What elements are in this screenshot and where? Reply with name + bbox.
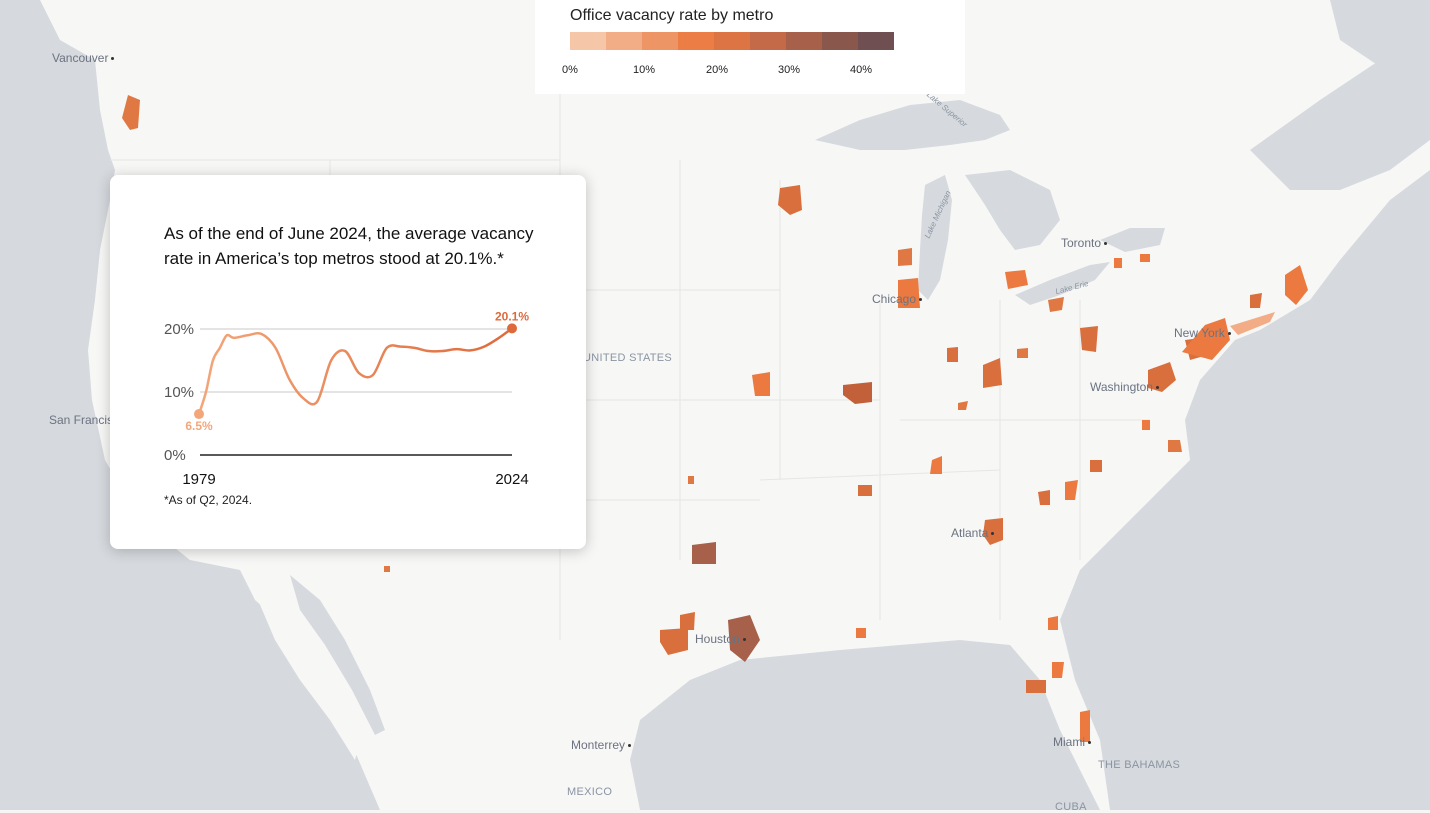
x-tick-end: 2024 xyxy=(495,471,528,488)
end-point[interactable] xyxy=(507,323,517,334)
city-label-houston: Houston xyxy=(695,632,746,646)
metro-long-island[interactable] xyxy=(1230,312,1275,335)
metro-new-orleans[interactable] xyxy=(856,628,866,638)
legend-swatch-8 xyxy=(858,32,894,50)
metro-boston[interactable] xyxy=(1285,265,1308,305)
region-label-mexico: MEXICO xyxy=(567,786,613,798)
metro-phoenix[interactable] xyxy=(384,566,390,572)
lake-ontario xyxy=(1100,228,1165,252)
metro-detroit[interactable] xyxy=(1005,270,1028,289)
city-label-washington: Washington xyxy=(1090,380,1159,394)
metro-buffalo[interactable] xyxy=(1114,258,1122,268)
card-headline: As of the end of June 2024, the average … xyxy=(164,224,534,268)
gulf-of-st-lawrence xyxy=(1250,40,1430,190)
lake-superior xyxy=(815,100,1010,150)
city-label-chicago: Chicago xyxy=(872,292,923,306)
metro-nashville[interactable] xyxy=(930,456,942,474)
legend-title: Office vacancy rate by metro xyxy=(570,7,774,24)
info-card: As of the end of June 2024, the average … xyxy=(110,175,586,549)
metro-new-york[interactable] xyxy=(1182,318,1230,360)
metro-st-louis[interactable] xyxy=(843,382,872,404)
lake-huron xyxy=(965,170,1060,250)
metro-columbus[interactable] xyxy=(1017,348,1028,358)
gulf-of-mexico xyxy=(630,640,1100,810)
metro-virginia-beach[interactable] xyxy=(1168,440,1182,452)
metro-tampa[interactable] xyxy=(1026,680,1046,693)
y-tick-20: 20% xyxy=(164,321,194,338)
lake-michigan xyxy=(918,175,952,300)
metro-louisville[interactable] xyxy=(958,401,968,410)
florida xyxy=(1010,610,1095,760)
metro-washington[interactable] xyxy=(1148,362,1176,392)
y-tick-10: 10% xyxy=(164,384,194,401)
legend-swatch-7 xyxy=(822,32,858,50)
metro-oklahoma-city[interactable] xyxy=(688,476,694,484)
legend-tick-20: 20% xyxy=(705,64,729,76)
legend-swatch-3 xyxy=(678,32,714,50)
pacific-ocean xyxy=(0,0,380,810)
lake-erie xyxy=(1015,262,1110,305)
legend-tick-30: 30% xyxy=(777,64,801,76)
metro-chicago[interactable] xyxy=(898,278,920,308)
y-tick-0: 0% xyxy=(164,447,186,464)
series-line xyxy=(197,327,514,416)
start-point[interactable] xyxy=(194,409,204,420)
city-label-atlanta: Atlanta xyxy=(951,526,995,540)
legend-color-scale xyxy=(570,32,894,50)
region-label-bahamas: THE BAHAMAS xyxy=(1098,759,1181,771)
city-label-san-francisco: San Francisco xyxy=(49,413,126,427)
metro-minneapolis[interactable] xyxy=(778,185,802,215)
metro-san-antonio[interactable] xyxy=(660,628,688,655)
region-label-us: UNITED STATES xyxy=(583,352,673,364)
atlantic-ocean xyxy=(1060,170,1430,810)
legend-tick-40: 40% xyxy=(849,64,873,76)
metro-areas[interactable] xyxy=(122,95,1308,742)
metro-memphis[interactable] xyxy=(858,485,872,496)
map-legend: Office vacancy rate by metro 0% 10% 20% … xyxy=(535,0,965,94)
metro-rochester[interactable] xyxy=(1140,254,1150,262)
metro-orlando[interactable] xyxy=(1052,662,1064,678)
legend-swatch-6 xyxy=(786,32,822,50)
metro-kansas-city[interactable] xyxy=(752,372,770,396)
metro-indianapolis[interactable] xyxy=(947,347,958,362)
metro-hartford[interactable] xyxy=(1250,293,1262,308)
metro-cincinnati[interactable] xyxy=(983,358,1002,388)
city-label-miami: Miami xyxy=(1053,735,1091,749)
metro-milwaukee[interactable] xyxy=(898,248,912,266)
legend-tick-10: 10% xyxy=(632,64,656,76)
x-tick-start: 1979 xyxy=(182,471,215,488)
city-label-vancouver: Vancouver xyxy=(52,51,115,65)
legend-swatch-5 xyxy=(750,32,786,50)
legend-swatch-2 xyxy=(642,32,678,50)
metro-raleigh[interactable] xyxy=(1090,460,1102,472)
metro-dallas[interactable] xyxy=(692,542,716,564)
legend-swatch-1 xyxy=(606,32,642,50)
end-value-label: 20.1% xyxy=(495,309,529,323)
baja-peninsula xyxy=(250,565,360,760)
metro-austin[interactable] xyxy=(680,612,695,630)
metro-miami[interactable] xyxy=(1080,710,1090,742)
metro-jacksonville[interactable] xyxy=(1048,616,1058,630)
legend-tick-0: 0% xyxy=(562,64,578,76)
legend-swatch-0 xyxy=(570,32,606,50)
metro-richmond[interactable] xyxy=(1142,420,1150,430)
legend-swatch-4 xyxy=(714,32,750,50)
vacancy-line-chart: 20% 10% 0% 1979 2024 6.5% 20.1% xyxy=(164,309,529,488)
metro-charlotte[interactable] xyxy=(1065,480,1078,500)
city-label-new-york: New York xyxy=(1174,326,1231,340)
metro-cleveland[interactable] xyxy=(1048,297,1064,312)
gulf-of-california xyxy=(290,575,385,735)
metro-seattle[interactable] xyxy=(122,95,140,130)
region-label-cuba: CUBA xyxy=(1055,801,1087,813)
city-label-monterrey: Monterrey xyxy=(571,738,632,752)
metro-greenville[interactable] xyxy=(1038,490,1050,505)
start-value-label: 6.5% xyxy=(185,419,213,433)
card-footnote: *As of Q2, 2024. xyxy=(164,493,253,507)
metro-atlanta[interactable] xyxy=(983,518,1003,545)
city-label-toronto: Toronto xyxy=(1061,236,1108,250)
metro-pittsburgh[interactable] xyxy=(1080,326,1098,352)
